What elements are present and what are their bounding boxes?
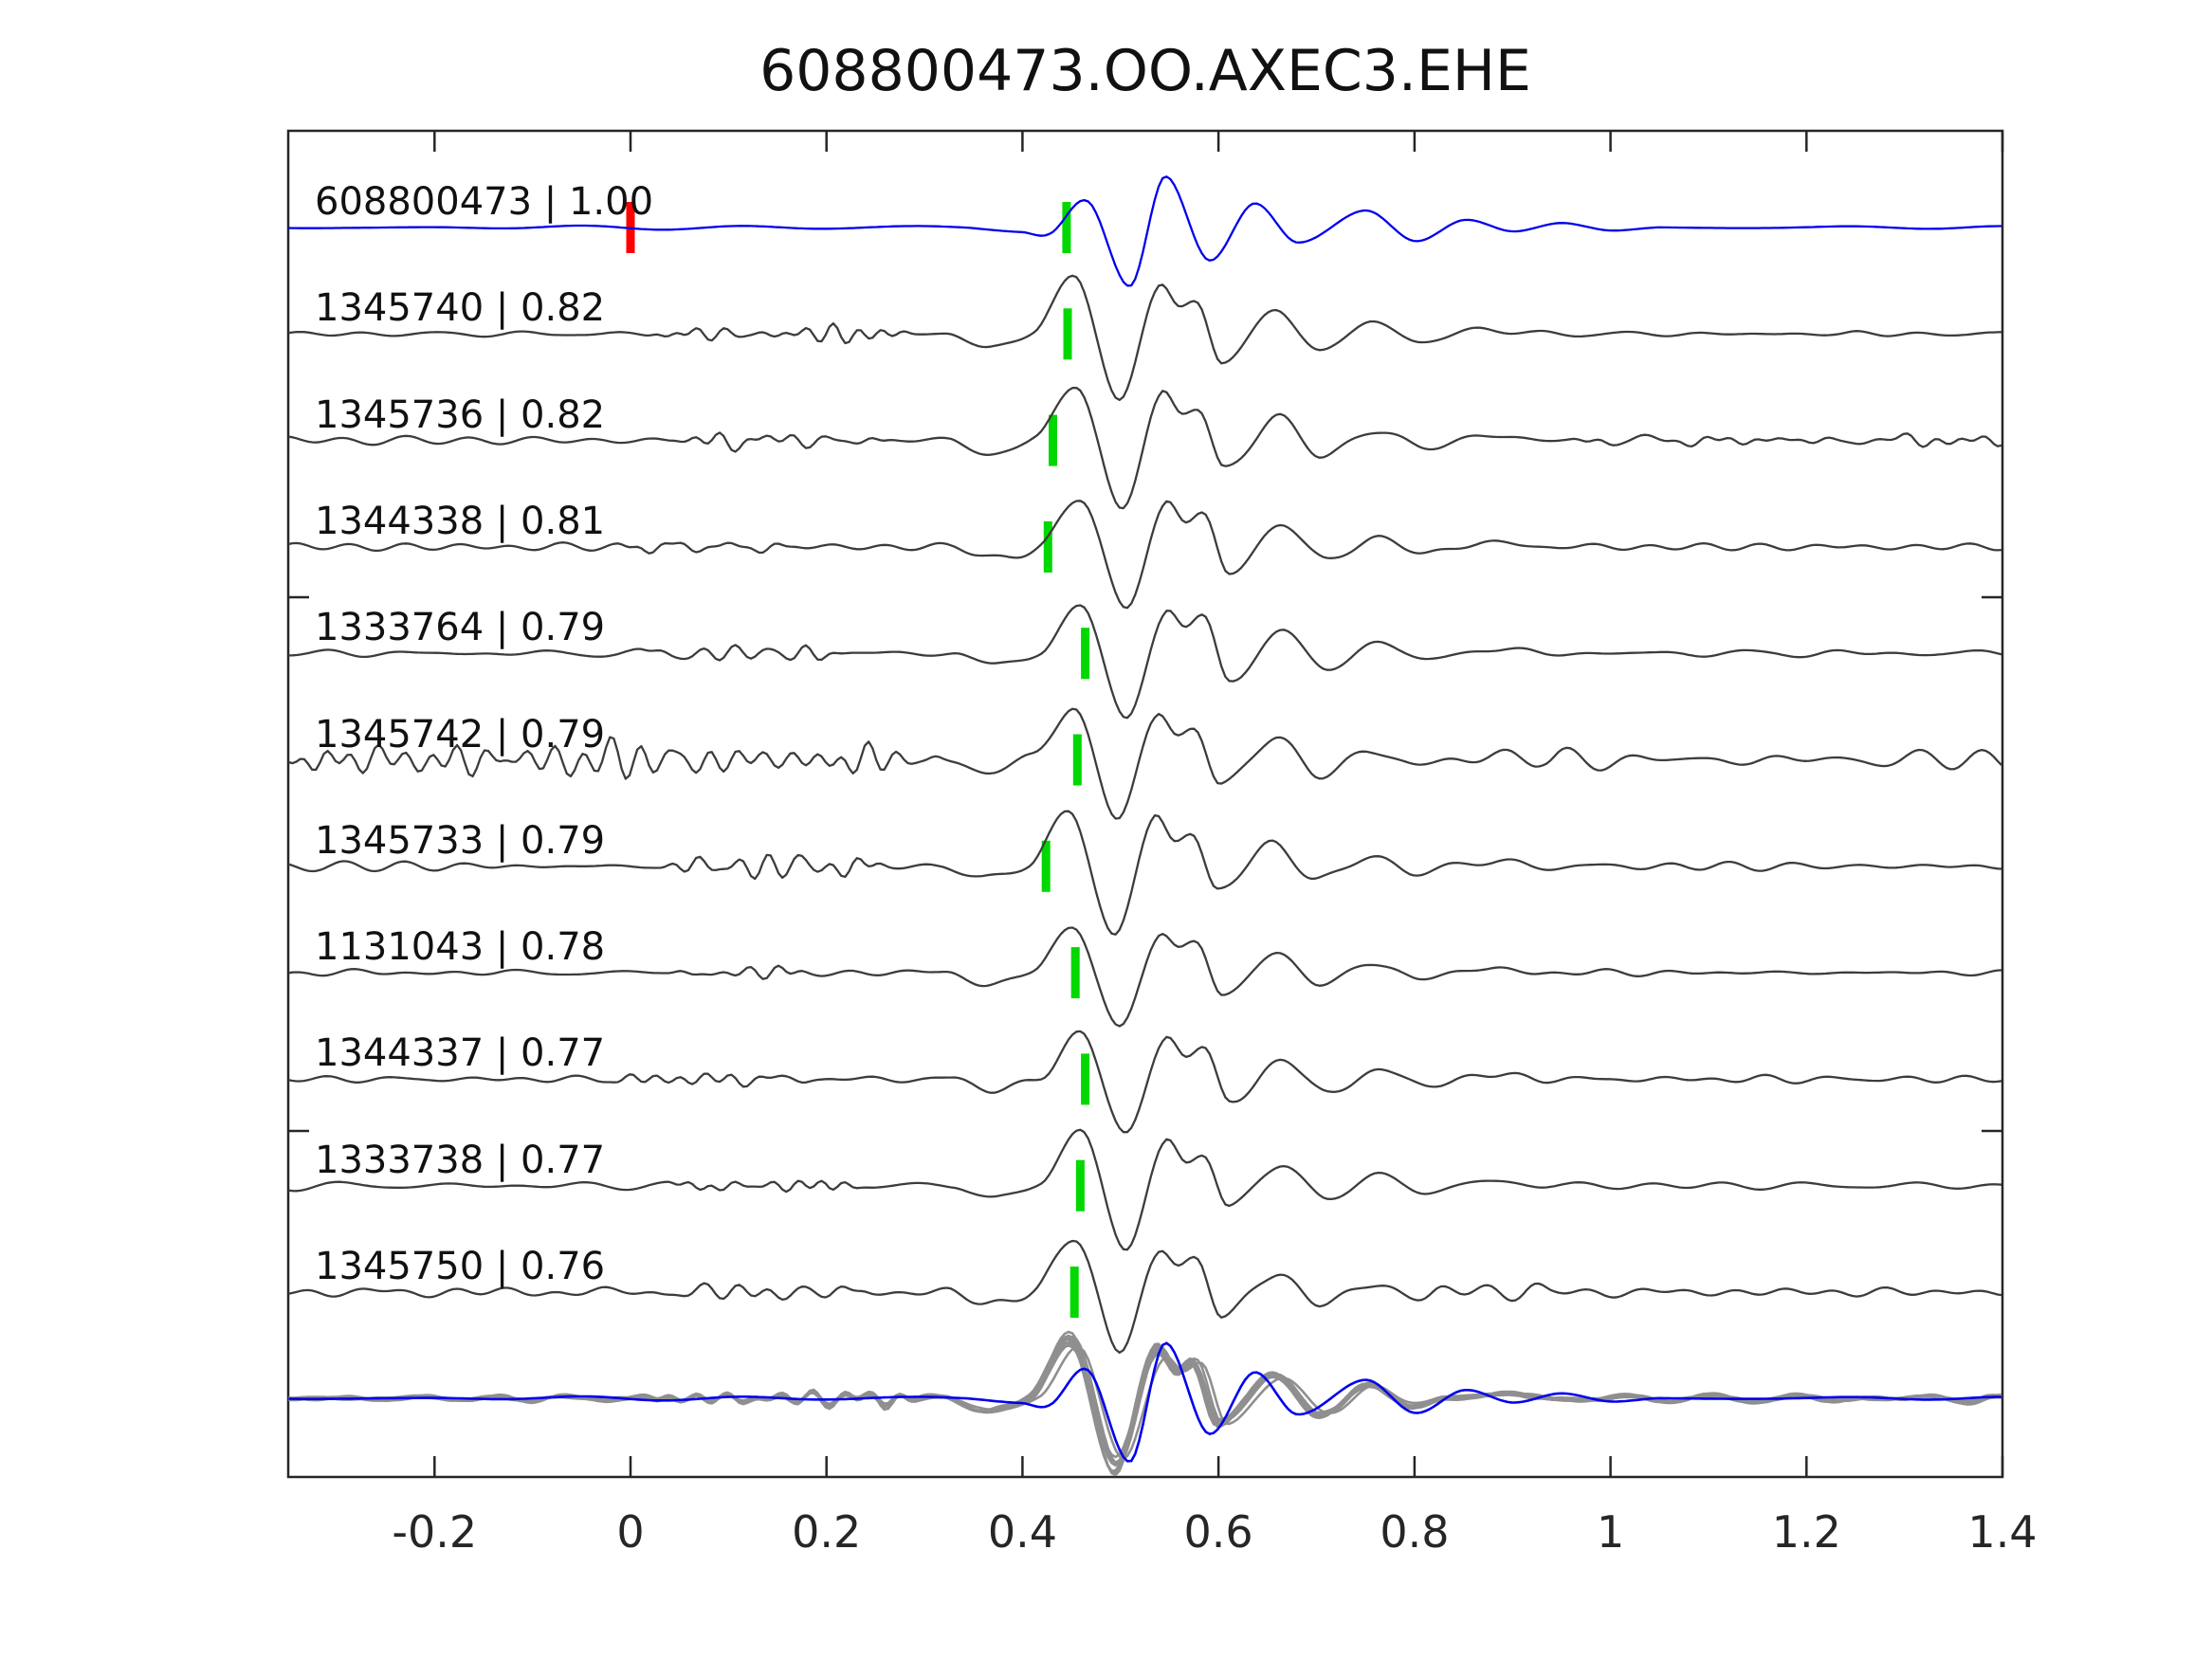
- trace-waveform-1345733: [288, 810, 2002, 936]
- trace-row-1345736: [288, 386, 2002, 510]
- trace-row-608800473: [288, 175, 2002, 287]
- trace-waveform-1345740: [288, 274, 2002, 402]
- pick-marker: [1063, 308, 1072, 360]
- x-tick-label: 0.2: [792, 1506, 861, 1558]
- trace-waveform-1345742: [288, 707, 2002, 820]
- trace-row-1345740: [288, 274, 2002, 402]
- trace-row-1131043: [288, 926, 2002, 1028]
- pick-marker: [1072, 734, 1082, 786]
- trace-label: 1345742 | 0.79: [315, 713, 605, 757]
- pick-marker: [1069, 1267, 1079, 1318]
- trace-row-1333764: [288, 604, 2002, 720]
- trace-waveform-1344338: [288, 500, 2002, 610]
- trace-waveform-1333764: [288, 604, 2002, 720]
- x-axis: -0.2 0 0.2 0.4 0.6 0.8 1 1.2 1.4: [288, 131, 2038, 1558]
- x-tick-label: 0: [616, 1506, 644, 1558]
- pick-marker: [1043, 520, 1052, 573]
- trace-label: 1345740 | 0.82: [315, 286, 605, 330]
- trace-label: 1344338 | 0.81: [315, 500, 605, 543]
- pick-marker: [1081, 628, 1090, 680]
- trace-row-1345733: [288, 810, 2002, 936]
- x-tick-label: 1: [1597, 1506, 1624, 1558]
- pick-marker: [1049, 414, 1057, 466]
- trace-waveform-1345750: [288, 1239, 2002, 1354]
- x-tick-label: -0.2: [392, 1506, 477, 1558]
- x-tick-label: 1.4: [1967, 1506, 2037, 1558]
- trace-row-1344337: [288, 1030, 2002, 1134]
- trace-waveform-1131043: [288, 926, 2002, 1028]
- x-tick-label: 1.2: [1772, 1506, 1841, 1558]
- x-tick-label: 0.6: [1184, 1506, 1253, 1558]
- trace-label: 1333764 | 0.79: [315, 606, 605, 649]
- trace-label: 1345736 | 0.82: [315, 393, 605, 437]
- trace-label: 1344337 | 0.77: [315, 1031, 605, 1075]
- trace-label: 1333738 | 0.77: [315, 1139, 605, 1182]
- pick-marker: [1081, 1053, 1090, 1105]
- pick-marker: [1075, 1159, 1085, 1212]
- pick-marker: [1041, 840, 1051, 892]
- trace-waveform-1333738: [288, 1128, 2002, 1251]
- trace-waveform-1344337: [288, 1030, 2002, 1134]
- plot-border: [286, 129, 2004, 1479]
- pick-marker: [1070, 947, 1080, 999]
- overlay-template-waveform: [288, 1341, 2002, 1463]
- trace-label: 1131043 | 0.78: [315, 925, 605, 969]
- trace-row-1344338: [288, 500, 2002, 610]
- overlay-ensemble: [288, 1330, 2002, 1477]
- pick-marker: [1062, 202, 1071, 253]
- trace-row-1345742: [288, 707, 2002, 820]
- trace-row-1333738: [288, 1128, 2002, 1251]
- x-tick-label: 0.4: [988, 1506, 1057, 1558]
- traces-area: [288, 175, 2002, 1477]
- trace-row-1345750: [288, 1239, 2002, 1354]
- trace-label: 608800473 | 1.00: [315, 180, 653, 224]
- trace-waveform-608800473: [288, 175, 2002, 287]
- x-tick-label: 0.8: [1380, 1506, 1449, 1558]
- trace-label: 1345733 | 0.79: [315, 819, 605, 863]
- figure-title: 608800473.OO.AXEC3.EHE: [759, 38, 1531, 104]
- trace-label: 1345750 | 0.76: [315, 1245, 605, 1288]
- trace-waveform-1345736: [288, 386, 2002, 510]
